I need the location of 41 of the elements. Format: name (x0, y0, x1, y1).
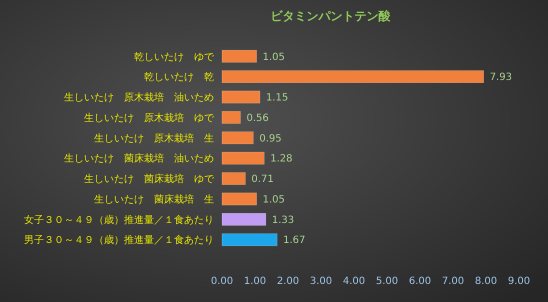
x-tick-label: 5.00 (376, 276, 398, 287)
x-tick-label: 1.00 (244, 276, 266, 287)
y-tick-label: 女子３０～４９（歳）推進量／１食あたり (24, 214, 214, 226)
x-tick-label: 9.00 (508, 276, 530, 287)
data-label: 1.15 (266, 92, 288, 104)
bar (222, 131, 254, 144)
x-tick-label: 7.00 (442, 276, 464, 287)
y-tick-label: 生しいたけ 原木栽培 ゆで (84, 112, 215, 124)
bar (222, 152, 264, 165)
x-tick-label: 2.00 (276, 276, 300, 287)
bar (222, 70, 484, 84)
x-tick-label: 8.00 (474, 276, 498, 287)
data-label: 1.05 (262, 194, 285, 206)
bar (222, 172, 246, 185)
y-tick-label: 乾しいたけ ゆで (134, 50, 215, 63)
data-label: 0.56 (246, 112, 269, 124)
data-label: 1.28 (270, 154, 293, 165)
data-label: 7.93 (490, 72, 512, 84)
data-label: 0.95 (259, 133, 282, 144)
x-tick-label: 3.00 (310, 276, 332, 287)
x-tick-label: 4.00 (342, 276, 366, 287)
y-tick-label: 生しいたけ 原木栽培 油いため (64, 92, 214, 104)
data-label: 1.05 (262, 52, 285, 63)
y-tick-label: 生しいたけ 菌床栽培 油いため (64, 152, 214, 165)
y-tick-label: 乾しいたけ 乾 (144, 71, 214, 84)
x-tick-label: 6.00 (408, 276, 432, 287)
data-label: 1.67 (283, 235, 306, 246)
bar (222, 90, 260, 104)
bar (222, 111, 241, 124)
y-tick-label: 生しいたけ 菌床栽培 生 (94, 193, 214, 206)
bar (222, 50, 257, 63)
x-tick-label: 0.00 (210, 276, 234, 287)
y-tick-label: 男子３０～４９（歳）推進量／１食あたり (24, 234, 214, 246)
bar (222, 192, 257, 206)
chart-title: ビタミンパントテン酸 (270, 9, 392, 23)
bar (222, 233, 278, 246)
y-tick-label: 生しいたけ 原木栽培 生 (94, 132, 214, 144)
bar (222, 212, 266, 226)
data-label: 1.33 (272, 214, 294, 226)
y-tick-label: 生しいたけ 菌床栽培 ゆで (84, 173, 215, 186)
data-label: 0.71 (251, 174, 274, 186)
